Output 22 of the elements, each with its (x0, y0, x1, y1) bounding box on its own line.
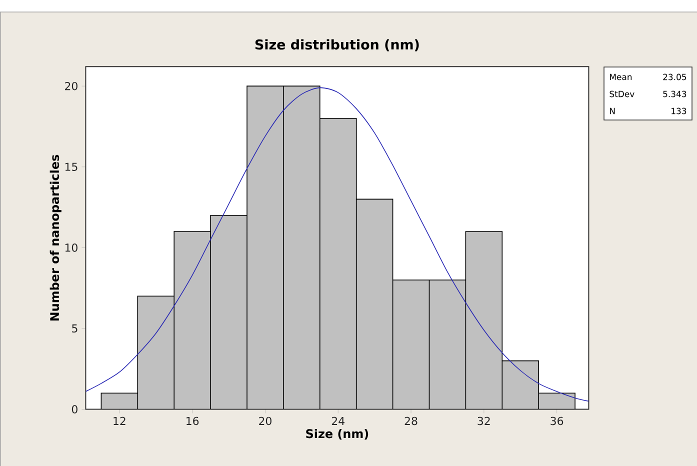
x-tick-label: 24 (332, 416, 344, 425)
y-axis-title: Number of nanoparticles (50, 154, 62, 321)
y-tick-label: 5 (72, 324, 78, 333)
x-tick-label: 20 (259, 416, 272, 426)
text: StDev (610, 90, 634, 98)
y-tick-label: 10 (65, 244, 78, 252)
line-series (86, 87, 589, 402)
y-tick-label: 0 (72, 405, 78, 414)
x-tick-label: 12 (114, 416, 126, 425)
x-axis-title: Size (nm) (306, 428, 368, 440)
text: 5.343 (663, 90, 686, 98)
y-tick-label: 20 (65, 82, 78, 90)
chart-title: Size distribution (nm) (255, 39, 419, 52)
text: N (610, 108, 615, 114)
y-tick-label: 15 (65, 162, 78, 171)
x-tick-label: 32 (478, 416, 490, 426)
x-tick-label: 16 (186, 416, 199, 426)
text: 133 (672, 108, 686, 114)
x-tick-label: 36 (550, 416, 564, 426)
x-tick-label: 28 (404, 416, 418, 426)
text: 23.05 (663, 74, 686, 80)
text: Mean (610, 74, 632, 80)
